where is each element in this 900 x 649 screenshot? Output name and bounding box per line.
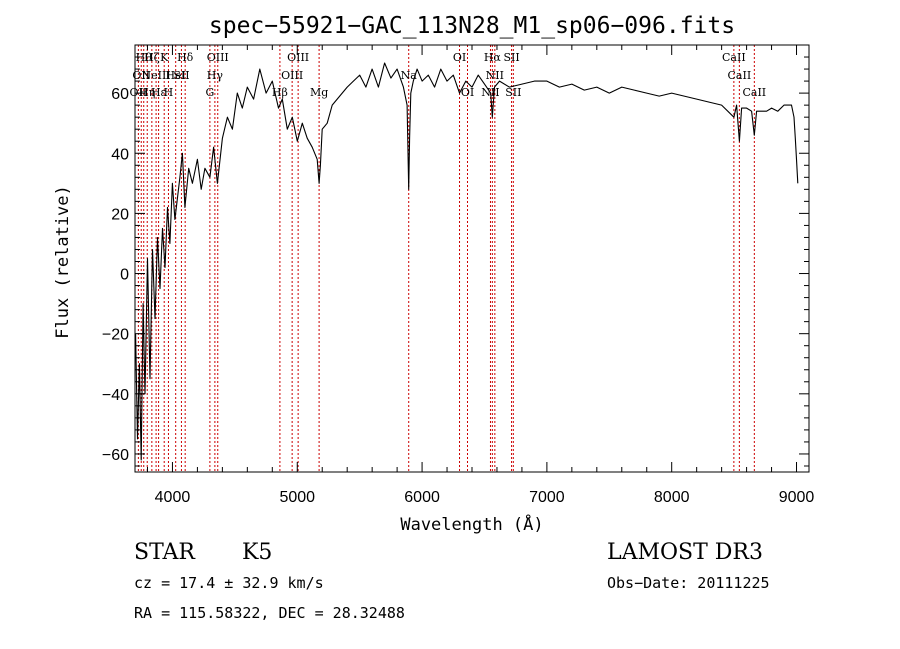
line-marker-label: HeI (165, 69, 185, 82)
y-tick-label: −60 (102, 447, 129, 464)
line-marker-label: Na (401, 69, 418, 82)
redshift-velocity: cz = 17.4 ± 32.9 km/s (134, 574, 324, 592)
line-marker-label: OI (453, 51, 466, 64)
coordinates: RA = 115.58322, DEC = 28.32488 (134, 604, 405, 622)
line-marker-label: OII (132, 69, 150, 82)
line-marker-label: SII (505, 86, 521, 99)
line-marker-label: Hζ (144, 51, 160, 64)
y-tick-label: 0 (120, 267, 129, 284)
spectrum-line (135, 62, 799, 461)
line-marker-label: Hγ (207, 69, 224, 82)
line-marker-label: NII (486, 69, 504, 82)
line-marker-label: Hε (151, 86, 167, 99)
observation-date: Obs−Date: 20111225 (607, 574, 770, 592)
x-axis-label: Wavelength (Å) (400, 513, 543, 535)
y-tick-label: 20 (111, 206, 129, 223)
y-tick-label: −40 (102, 387, 129, 404)
chart-title: spec−55921−GAC_113N28_M1_sp06−096.fits (209, 13, 735, 39)
line-marker-label: Hα (484, 51, 502, 64)
x-tick-label: 5000 (279, 489, 315, 506)
y-tick-label: 60 (111, 86, 129, 103)
y-tick-label: 40 (111, 146, 129, 163)
line-marker-label: CaII (722, 51, 746, 64)
line-marker-label: Hδ (177, 51, 194, 64)
line-marker-label: OIII (207, 51, 229, 64)
line-marker-label: SII (503, 51, 519, 64)
line-marker-label: OII (130, 86, 148, 99)
y-tick-label: −20 (102, 327, 129, 344)
line-marker-label: CaII (742, 86, 766, 99)
line-marker-label: OIII (281, 69, 303, 82)
line-marker-label: K (160, 51, 169, 64)
x-tick-label: 7000 (529, 489, 565, 506)
line-marker-label: NeIII (142, 69, 171, 82)
x-tick-label: 6000 (404, 489, 440, 506)
spectral-line-labels: OIIOIIHθHηHζNeIIIHεKHHeISIIHδGHγOIIIHβOI… (130, 51, 767, 99)
plot-frame (134, 44, 810, 473)
line-marker-label: OI (461, 86, 474, 99)
line-marker-label: OIII (287, 51, 309, 64)
x-tick-label: 4000 (155, 489, 191, 506)
y-axis-label: Flux (relative) (53, 185, 73, 339)
object-subclass: K5 (242, 540, 273, 565)
line-marker-label: H (164, 86, 174, 99)
line-marker-label: CaII (728, 69, 752, 82)
object-class: STAR (134, 540, 195, 565)
x-tick-label: 9000 (779, 489, 815, 506)
x-axis-ticks: 4000 5000 6000 7000 8000 9000 (146, 45, 815, 506)
line-marker-label: G (205, 86, 214, 99)
line-marker-label: Hθ (136, 51, 153, 64)
x-tick-label: 8000 (654, 489, 690, 506)
y-axis-ticks: −60 −40 −20 0 20 40 60 (102, 56, 809, 467)
spectral-line-markers (137, 45, 755, 472)
line-marker-label: Mg (310, 86, 328, 99)
line-marker-label: SII (173, 69, 189, 82)
survey-name: LAMOST DR3 (607, 540, 763, 565)
line-marker-label: Hη (139, 86, 155, 99)
